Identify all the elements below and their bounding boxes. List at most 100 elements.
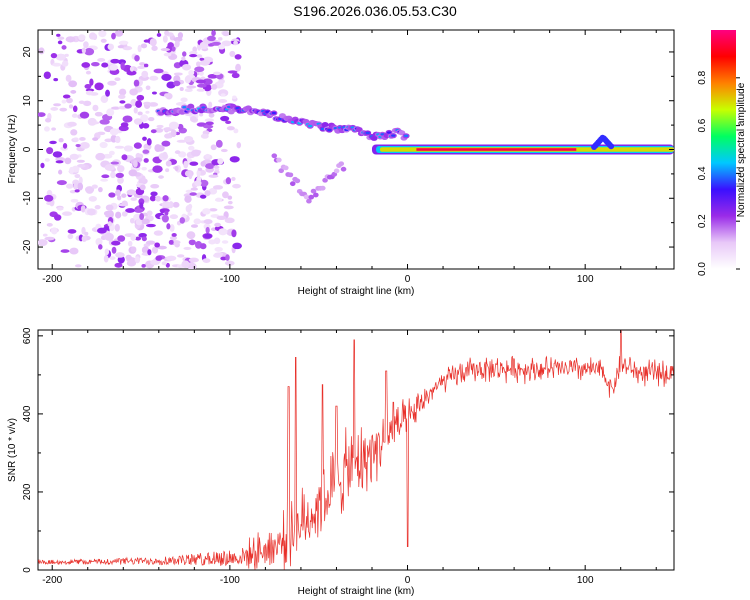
- spectrogram-noise-cell: [105, 204, 114, 211]
- spectrogram-noise-cell: [100, 178, 109, 182]
- spectrogram-noise-cell: [190, 149, 201, 157]
- spectrogram-noise-cell: [156, 124, 164, 129]
- spectrogram-noise-cell: [232, 95, 237, 100]
- spectrogram-noise-cell: [44, 194, 54, 202]
- spectrogram-noise-cell: [221, 240, 229, 244]
- spectrogram-noise-cell: [190, 115, 197, 123]
- spectrogram-noise-cell: [195, 79, 206, 84]
- spectrogram-noise-cell: [231, 229, 237, 238]
- spectrogram-noise-cell: [223, 205, 234, 210]
- spectrogram-noise-cell: [88, 32, 97, 40]
- spectrogram-noise-cell: [174, 165, 179, 172]
- spectrogram-noise-cell: [67, 121, 77, 127]
- colorbar-scale: [711, 30, 736, 269]
- spectrogram-noise-cell: [141, 175, 146, 183]
- spectrogram-noise-cell: [227, 195, 233, 200]
- spectrogram-noise-cell: [38, 47, 45, 55]
- spectrogram-lower-branch-cell: [338, 161, 345, 167]
- spectrogram-noise-cell: [40, 162, 45, 169]
- spectrogram-noise-cell: [193, 218, 201, 225]
- spectrogram-lower-branch-cell: [271, 153, 278, 159]
- spectrogram-noise-cell: [188, 203, 193, 210]
- spectrogram-noise-cell: [222, 31, 230, 37]
- spectrogram-noise-cell: [84, 84, 92, 89]
- spectrogram-noise-cell: [154, 127, 164, 133]
- spectrogram-noise-cell: [224, 217, 235, 224]
- spectrogram-noise-cell: [145, 110, 150, 114]
- spectrogram-noise-cell: [153, 68, 164, 74]
- spectrogram-noise-cell: [232, 183, 241, 189]
- spectrogram-noise-cell: [99, 119, 110, 125]
- spectrogram-noise-cell: [126, 260, 137, 267]
- spectrogram-noise-cell: [173, 80, 181, 87]
- spectrogram-upper-branch-cell: [187, 103, 195, 109]
- spectrogram-noise-cell: [97, 227, 107, 234]
- spectrogram-noise-cell: [55, 53, 66, 61]
- spectrogram-lower-branch-cell: [313, 192, 319, 198]
- spectrogram-ridge-bump: [608, 143, 615, 150]
- spectrogram-noise-cell: [137, 44, 142, 53]
- spectrogram-noise-cell: [65, 36, 76, 43]
- spectrogram-noise-cell: [83, 100, 92, 107]
- spectrogram-noise-cell: [53, 103, 62, 107]
- spectrogram-noise-cell: [213, 165, 220, 169]
- spectrogram-noise-cell: [57, 36, 65, 40]
- colorbar-tick-label: 0.2: [697, 214, 708, 228]
- spectrogram-noise-cell: [141, 166, 147, 171]
- spectrogram-noise-cell: [139, 62, 146, 66]
- spectrogram-upper-branch-core: [271, 111, 277, 115]
- spectrogram-noise-cell: [78, 100, 85, 105]
- spectrogram-noise-cell: [202, 208, 211, 215]
- spectrogram-ytick-label: 20: [22, 46, 33, 58]
- spectrogram-noise-cell: [49, 140, 57, 145]
- spectrogram-image: [38, 30, 674, 269]
- spectrogram-noise-cell: [108, 150, 115, 156]
- spectrogram-noise-cell: [188, 171, 193, 180]
- spectrogram-noise-cell: [212, 71, 221, 76]
- spectrogram-noise-cell: [84, 48, 95, 56]
- snr-panel: -200 -100 0 100 0 200 400 600 Height of straigh…: [7, 327, 675, 597]
- spectrogram-noise-cell: [218, 37, 223, 41]
- spectrogram-noise-cell: [135, 100, 143, 108]
- spectrogram-noise-cell: [184, 75, 192, 84]
- spectrogram-noise-cell: [229, 156, 240, 163]
- spectrogram-noise-cell: [78, 176, 83, 185]
- spectrogram-lower-branch-cell: [303, 194, 310, 200]
- spectrogram-lower-branch-cell: [289, 181, 296, 187]
- spectrogram-noise-cell: [58, 138, 64, 143]
- spectrogram-noise-cell: [231, 72, 240, 79]
- spectrogram-noise-cell: [233, 40, 238, 46]
- spectrogram-ytick-label: 10: [22, 95, 33, 107]
- spectrogram-noise-cell: [161, 214, 169, 223]
- spectrogram-noise-cell: [125, 208, 136, 213]
- spectrogram-noise-cell: [44, 117, 52, 123]
- spectrogram-noise-cell: [141, 264, 146, 268]
- spectrogram-noise-cell: [74, 189, 80, 193]
- spectrogram-noise-cell: [110, 58, 120, 64]
- spectrogram-noise-cell: [94, 82, 104, 91]
- spectrogram-noise-cell: [53, 78, 59, 82]
- spectrogram-noise-cell: [183, 136, 194, 143]
- spectrogram-noise-cell: [56, 33, 61, 37]
- spectrogram-noise-cell: [149, 195, 156, 202]
- spectrogram-noise-cell: [44, 126, 50, 132]
- snr-series-line: [38, 330, 674, 570]
- spectrogram-noise-cell: [190, 187, 198, 191]
- spectrogram-noise-cell: [186, 85, 197, 89]
- spectrogram-noise-cell: [121, 193, 127, 198]
- spectrogram-noise-cell: [73, 137, 79, 141]
- spectrogram-noise-cell: [66, 97, 73, 104]
- spectrogram-noise-cell: [111, 246, 117, 254]
- spectrogram-noise-cell: [182, 51, 187, 57]
- spectrogram-noise-cell: [211, 41, 221, 46]
- spectrogram-noise-cell: [56, 180, 67, 186]
- spectrogram-noise-cell: [151, 45, 158, 51]
- spectrogram-noise-cell: [92, 137, 99, 141]
- spectrogram-noise-cell: [188, 257, 199, 263]
- spectrogram-noise-cell: [150, 129, 157, 134]
- spectrogram-noise-cell: [121, 200, 128, 207]
- spectrogram-noise-cell: [181, 63, 192, 71]
- snr-axes: -200 -100 0 100 0 200 400 600: [22, 327, 674, 586]
- spectrogram-noise-cell: [79, 111, 90, 119]
